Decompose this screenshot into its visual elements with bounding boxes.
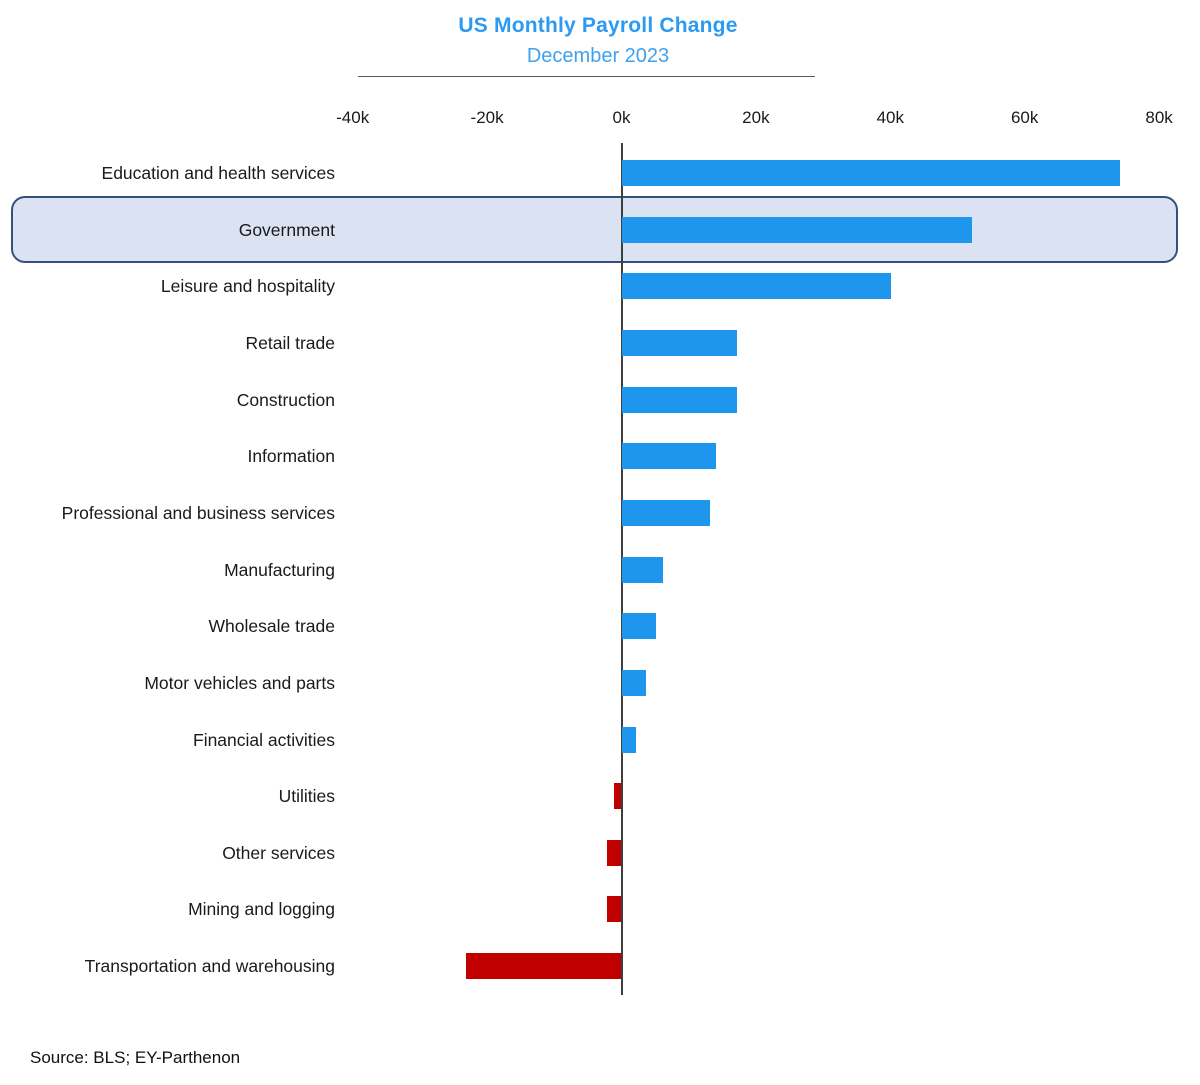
category-label: Utilities (278, 786, 335, 807)
category-label: Leisure and hospitality (160, 276, 335, 297)
bar (607, 896, 621, 923)
title-underline (358, 76, 815, 77)
category-label: Mining and logging (188, 899, 335, 920)
bar (622, 556, 663, 583)
x-tick-40k: 40k (876, 108, 904, 127)
bar (622, 726, 636, 753)
category-label: Education and health services (101, 163, 335, 183)
category-label: Construction (236, 389, 335, 410)
category-label: Wholesale trade (208, 616, 335, 637)
category-label: Retail trade (245, 332, 336, 353)
x-tick-20k: 20k (742, 108, 770, 127)
bar (622, 613, 656, 640)
bar (607, 839, 621, 866)
bar (466, 953, 621, 980)
category-label: Manufacturing (224, 559, 335, 580)
x-tick-60k: 60k (1010, 108, 1039, 127)
category-label: Information (247, 446, 335, 467)
category-label: Transportation and warehousing (84, 956, 335, 977)
bar (622, 386, 737, 413)
category-label: Other services (222, 842, 335, 863)
bar (622, 160, 1120, 186)
zero-axis-line (621, 143, 623, 995)
bar (613, 783, 621, 810)
bar (622, 669, 646, 696)
bar (622, 499, 710, 526)
chart-subtitle: December 2023 (526, 45, 670, 67)
chart-title: US Monthly Payroll Change (458, 14, 738, 37)
x-tick-0k: 0k (612, 108, 631, 127)
category-label: Government (238, 219, 335, 240)
source-note: Source: BLS; EY-Parthenon (30, 1048, 241, 1067)
government-highlight-box (11, 196, 1178, 264)
x-tick--40k: -40k (336, 108, 370, 127)
bar (622, 329, 737, 356)
bar (622, 273, 892, 300)
category-label: Professional and business services (61, 502, 335, 523)
x-tick--20k: -20k (470, 108, 504, 127)
x-tick-80k: 80k (1145, 108, 1173, 127)
category-label: Financial activities (193, 729, 335, 750)
bar (622, 443, 717, 470)
bar (622, 216, 972, 243)
category-label: Motor vehicles and parts (144, 672, 335, 693)
